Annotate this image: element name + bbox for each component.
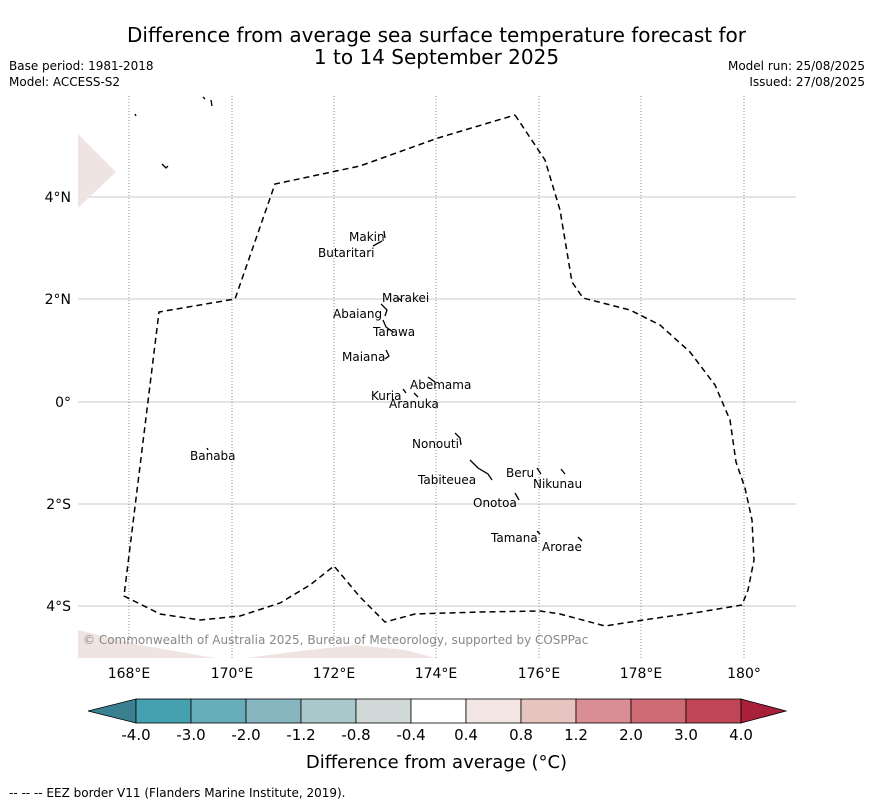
place-label-arorae: Arorae [542, 540, 582, 554]
island-tabiteuea [469, 459, 493, 481]
island-arorae [577, 536, 583, 542]
colorbar-segment-3 [245, 698, 302, 724]
island-butaritari [372, 240, 383, 247]
lon-tick-170e: 170°E [211, 666, 254, 682]
colorbar [87, 698, 788, 724]
lon-tick-176e: 176°E [518, 666, 561, 682]
place-label-makin: Makin [349, 230, 385, 244]
latitude-axis: 4°N 2°N 0° 2°S 4°S [45, 190, 72, 615]
colorbar-segment-10 [630, 698, 687, 724]
colorbar-segment-7 [465, 698, 522, 724]
colorbar-tick-label: -1.2 [286, 726, 316, 744]
colorbar-segment-11 [685, 698, 742, 724]
colorbar-tick-label: -4.0 [121, 726, 151, 744]
colorbar-tick-label: -2.0 [231, 726, 261, 744]
lon-tick-168e: 168°E [108, 666, 151, 682]
island-abemama [427, 376, 436, 383]
lat-tick-2n: 2°N [45, 292, 71, 308]
place-label-butaritari: Butaritari [318, 246, 375, 260]
place-label-nikunau: Nikunau [533, 477, 582, 491]
lat-tick-2s: 2°S [46, 497, 71, 513]
place-label-nonouti: Nonouti [412, 437, 459, 451]
place-labels: Makin Butaritari Marakei Abaiang Tarawa … [190, 230, 582, 554]
colorbar-tick-label: 4.0 [729, 726, 753, 744]
longitude-axis: 168°E 170°E 172°E 174°E 176°E 178°E 180° [108, 666, 761, 682]
island-northwest-1 [202, 96, 213, 107]
island-shapes [134, 96, 583, 542]
title-line-1: Difference from average sea surface temp… [126, 23, 746, 47]
model-run: Model run: 25/08/2025 [727, 59, 865, 73]
colorbar-segment-2 [190, 698, 247, 724]
lon-tick-180: 180° [727, 666, 761, 682]
place-label-onotoa: Onotoa [473, 496, 517, 510]
colorbar-tick-label: -3.0 [176, 726, 206, 744]
place-label-beru: Beru [506, 466, 534, 480]
colorbar-tick-label: 2.0 [619, 726, 643, 744]
place-label-maiana: Maiana [342, 350, 385, 364]
colorbar-extend-high [740, 698, 788, 724]
place-label-abaiang: Abaiang [333, 307, 382, 321]
colorbar-segment-1 [135, 698, 192, 724]
island-kuria [402, 388, 407, 394]
lon-tick-174e: 174°E [415, 666, 458, 682]
anomaly-patch-south [78, 630, 215, 658]
island-abaiang [380, 303, 388, 317]
lon-tick-178e: 178°E [620, 666, 663, 682]
island-northwest-2 [134, 113, 137, 117]
island-banaba [206, 447, 209, 451]
island-northwest-3 [161, 163, 169, 169]
anomaly-patch-south-central [245, 645, 436, 658]
island-onotoa [514, 492, 520, 501]
colorbar-tick-label: 1.2 [564, 726, 588, 744]
anomaly-patch-west [78, 134, 116, 208]
place-label-tamana: Tamana [490, 531, 538, 545]
lat-tick-4s: 4°S [46, 599, 71, 615]
place-label-abemama: Abemama [410, 378, 471, 392]
colorbar-segment-4 [300, 698, 357, 724]
colorbar-extend-low [87, 698, 137, 724]
island-tamana [536, 530, 541, 535]
copyright-notice: © Commonwealth of Australia 2025, Bureau… [83, 633, 588, 647]
island-nikunau [560, 468, 566, 475]
colorbar-segment-5 [355, 698, 412, 724]
colorbar-segment-6 [410, 698, 467, 724]
eez-legend-note: -- -- -- EEZ border V11 (Flanders Marine… [9, 786, 346, 800]
lon-tick-172e: 172°E [313, 666, 356, 682]
eez-border [123, 114, 755, 627]
colorbar-tick-label: -0.8 [341, 726, 371, 744]
island-aranuka [413, 392, 419, 398]
island-marakei [397, 297, 403, 302]
map-panel: Makin Butaritari Marakei Abaiang Tarawa … [78, 96, 796, 658]
place-label-aranuka: Aranuka [389, 397, 439, 411]
island-maiana [384, 349, 390, 360]
lat-tick-0: 0° [55, 395, 71, 411]
issued-date: Issued: 27/08/2025 [749, 75, 865, 89]
island-nonouti [454, 432, 462, 446]
colorbar-tick-label: 0.8 [509, 726, 533, 744]
colorbar-label: Difference from average (°C) [305, 752, 568, 773]
colorbar-tick-label: 3.0 [674, 726, 698, 744]
place-label-kuria: Kuria [371, 389, 402, 403]
colorbar-segment-8 [520, 698, 577, 724]
lat-tick-4n: 4°N [45, 190, 71, 206]
colorbar-tick-label: -0.4 [396, 726, 426, 744]
colorbar-tick-label: 0.4 [454, 726, 478, 744]
place-label-marakei: Marakei [382, 291, 429, 305]
island-tarawa [382, 319, 394, 333]
base-period: Base period: 1981-2018 [9, 59, 154, 73]
place-label-tarawa: Tarawa [372, 325, 415, 339]
title-line-2: 1 to 14 September 2025 [313, 45, 560, 69]
place-label-banaba: Banaba [190, 449, 236, 463]
island-beru [536, 467, 542, 475]
island-makin [383, 230, 386, 239]
colorbar-segment-9 [575, 698, 632, 724]
model-name: Model: ACCESS-S2 [9, 75, 121, 89]
place-label-tabiteuea: Tabiteuea [417, 473, 476, 487]
